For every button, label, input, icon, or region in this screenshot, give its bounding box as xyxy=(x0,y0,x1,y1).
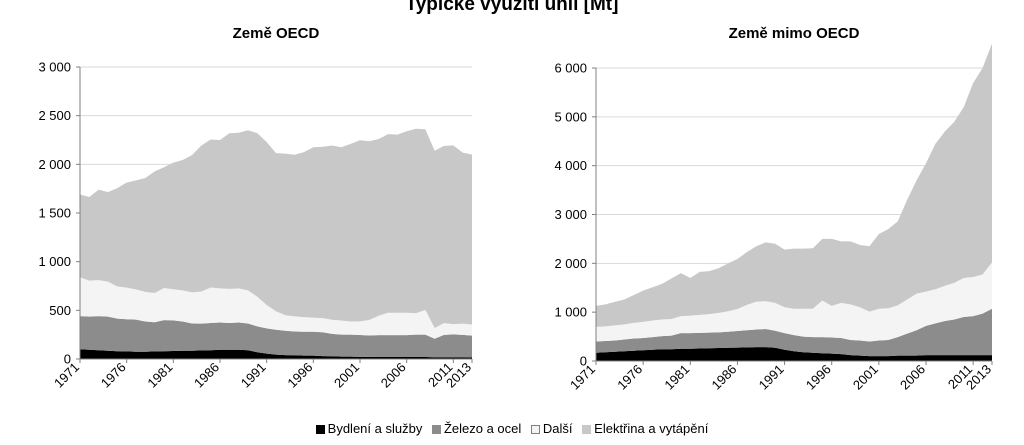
legend-label-dalsi: Další xyxy=(542,421,573,437)
non-oecd-x-tick-label: 1991 xyxy=(756,362,787,393)
oecd-x-tick-label: 1981 xyxy=(144,360,175,391)
oecd-y-tick-label: 0 xyxy=(64,352,71,367)
legend-swatch-elektrina xyxy=(582,425,592,435)
chart-main-title: Typické využití uhlí [Mt] xyxy=(405,0,619,15)
oecd-area-zelezo xyxy=(80,316,472,358)
non-oecd-x-tick-label: 1986 xyxy=(708,362,739,393)
oecd-y-tick-label: 1 500 xyxy=(38,206,71,221)
legend-label-bydleni: Bydlení a služby xyxy=(327,421,423,437)
non-oecd-chart-title: Země mimo OECD xyxy=(728,25,860,42)
oecd-y-tick-label: 500 xyxy=(49,303,71,318)
legend-label-zelezo: Železo a ocel xyxy=(443,421,522,437)
oecd-x-tick-label: 1986 xyxy=(191,360,222,391)
non-oecd-chart-panel: 0 1 000 2 000 3 000 4 000 5 000 6 000 1971 1976 1… xyxy=(554,43,994,393)
legend-item-bydleni: Bydlení a služby xyxy=(315,421,423,437)
non-oecd-x-tick-label: 1976 xyxy=(614,362,645,393)
legend-label-elektrina: Elektřina a vytápění xyxy=(594,421,709,437)
non-oecd-x-tick-label: 1971 xyxy=(567,362,598,393)
non-oecd-area-bydleni xyxy=(596,347,992,361)
oecd-y-tick-label: 1 000 xyxy=(38,254,71,269)
non-oecd-y-tick-label: 0 xyxy=(580,354,587,369)
non-oecd-area-dalsi xyxy=(596,262,992,342)
oecd-y-tick-label: 2 000 xyxy=(38,157,71,172)
oecd-x-tick-label: 1996 xyxy=(284,360,315,391)
oecd-y-tick-label: 2 500 xyxy=(38,108,71,123)
legend-item-zelezo: Železo a ocel xyxy=(431,421,522,437)
oecd-x-tick-label: 2001 xyxy=(331,360,362,391)
oecd-y-tick-label: 3 000 xyxy=(38,60,71,75)
non-oecd-x-tick-label: 2001 xyxy=(850,362,881,393)
non-oecd-y-tick-label: 2 000 xyxy=(554,256,587,271)
oecd-chart-title: Země OECD xyxy=(232,25,320,42)
oecd-x-tick-label: 1991 xyxy=(238,360,269,391)
legend-item-elektrina: Elektřina a vytápění xyxy=(582,421,708,436)
non-oecd-y-tick-label: 6 000 xyxy=(554,61,587,76)
non-oecd-x-tick-label: 1981 xyxy=(661,362,692,393)
non-oecd-y-tick-label: 5 000 xyxy=(554,109,587,124)
non-oecd-x-tick-label: 2006 xyxy=(897,362,928,393)
legend-swatch-dalsi xyxy=(530,425,540,435)
non-oecd-area-zelezo xyxy=(596,308,992,357)
legend-swatch-zelezo xyxy=(431,425,441,435)
oecd-area-dalsi xyxy=(80,277,472,339)
oecd-x-tick-label: 2006 xyxy=(378,360,409,391)
legend-item-dalsi: Další xyxy=(530,421,573,437)
oecd-x-tick-label: 1971 xyxy=(51,360,82,391)
oecd-area-elektrina xyxy=(80,128,472,329)
oecd-chart-panel: 0 500 1 000 1 500 2 000 2 500 3 000 1971 1976 198… xyxy=(38,60,474,391)
legend: Bydlení a služby Železo a ocel Další Ele… xyxy=(0,420,1024,436)
non-oecd-area-elektrina xyxy=(596,43,992,327)
non-oecd-y-tick-label: 3 000 xyxy=(554,207,587,222)
oecd-area-bydleni xyxy=(80,349,472,359)
non-oecd-x-tick-label: 1996 xyxy=(803,362,834,393)
legend-swatch-bydleni xyxy=(315,425,325,435)
non-oecd-y-tick-label: 1 000 xyxy=(554,305,587,320)
non-oecd-y-tick-label: 4 000 xyxy=(554,158,587,173)
oecd-x-tick-label: 1976 xyxy=(98,360,129,391)
